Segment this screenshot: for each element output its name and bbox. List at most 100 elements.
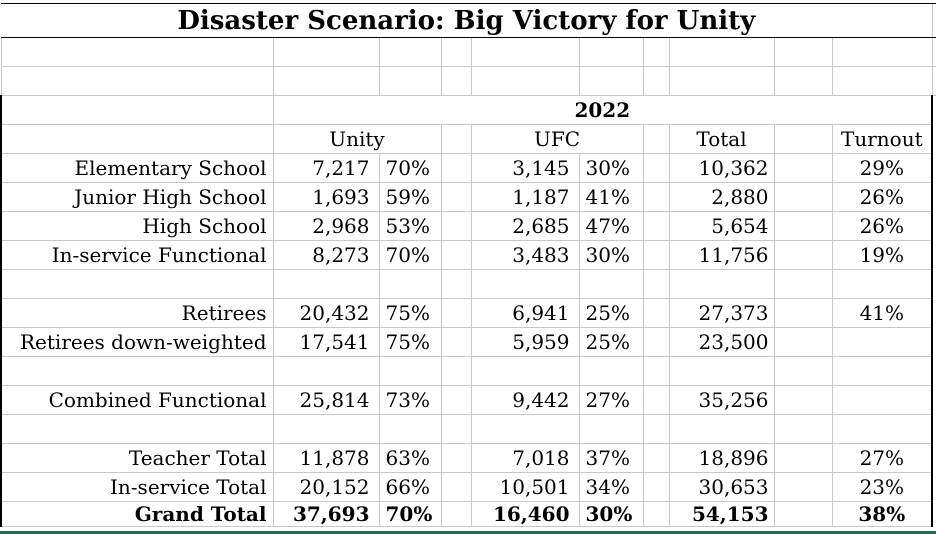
empty-cell[interactable] bbox=[831, 66, 933, 96]
spacer-cell[interactable] bbox=[773, 182, 833, 212]
spacer-cell[interactable] bbox=[773, 124, 833, 154]
unity-count-cell[interactable]: 11,878 bbox=[272, 443, 380, 473]
empty-cell[interactable] bbox=[773, 37, 833, 67]
spacer-cell[interactable] bbox=[440, 182, 472, 212]
empty-cell[interactable] bbox=[0, 124, 274, 154]
row-label-cell[interactable]: In-service Total bbox=[0, 472, 274, 502]
spacer-cell[interactable] bbox=[642, 385, 670, 415]
empty-cell[interactable] bbox=[470, 37, 580, 67]
spacer-cell[interactable] bbox=[773, 327, 833, 357]
total-cell[interactable]: 35,256 bbox=[668, 385, 775, 415]
total-cell[interactable]: 5,654 bbox=[668, 211, 775, 241]
total-cell[interactable]: 27,373 bbox=[668, 298, 775, 328]
ufc-column-header[interactable]: UFC bbox=[470, 124, 644, 154]
spacer-cell[interactable] bbox=[642, 153, 670, 183]
spacer-cell[interactable] bbox=[642, 269, 670, 299]
empty-cell[interactable] bbox=[668, 37, 775, 67]
spacer-cell[interactable] bbox=[440, 472, 472, 502]
spacer-cell[interactable] bbox=[440, 327, 472, 357]
spacer-cell[interactable] bbox=[773, 414, 833, 444]
empty-cell[interactable] bbox=[272, 37, 380, 67]
spacer-cell[interactable] bbox=[642, 443, 670, 473]
empty-cell[interactable] bbox=[378, 37, 442, 67]
empty-cell[interactable] bbox=[440, 37, 472, 67]
ufc-pct-cell[interactable]: 30% bbox=[578, 501, 644, 527]
spacer-cell[interactable] bbox=[773, 443, 833, 473]
turnout-cell[interactable]: 38% bbox=[831, 501, 934, 527]
total-cell[interactable]: 2,880 bbox=[668, 182, 775, 212]
total-cell[interactable]: 54,153 bbox=[668, 501, 775, 527]
spacer-cell[interactable] bbox=[773, 356, 833, 386]
unity-pct-cell[interactable]: 59% bbox=[378, 182, 442, 212]
page-title[interactable]: Disaster Scenario: Big Victory for Unity bbox=[1, 3, 933, 38]
spacer-cell[interactable] bbox=[642, 240, 670, 270]
unity-count-cell[interactable] bbox=[272, 356, 380, 386]
ufc-count-cell[interactable]: 10,501 bbox=[470, 472, 580, 502]
spacer-cell[interactable] bbox=[440, 124, 472, 154]
ufc-pct-cell[interactable]: 37% bbox=[578, 443, 644, 473]
spacer-cell[interactable] bbox=[440, 240, 472, 270]
turnout-cell[interactable] bbox=[831, 356, 934, 386]
unity-pct-cell[interactable]: 70% bbox=[378, 501, 442, 527]
spacer-cell[interactable] bbox=[642, 182, 670, 212]
spacer-cell[interactable] bbox=[440, 501, 472, 527]
total-cell[interactable] bbox=[668, 356, 775, 386]
ufc-count-cell[interactable]: 7,018 bbox=[470, 443, 580, 473]
ufc-pct-cell[interactable]: 25% bbox=[578, 298, 644, 328]
ufc-count-cell[interactable] bbox=[470, 356, 580, 386]
unity-pct-cell[interactable]: 66% bbox=[378, 472, 442, 502]
unity-count-cell[interactable]: 7,217 bbox=[272, 153, 380, 183]
total-cell[interactable] bbox=[668, 414, 775, 444]
row-label-cell[interactable] bbox=[0, 414, 274, 444]
ufc-count-cell[interactable] bbox=[470, 414, 580, 444]
ufc-count-cell[interactable]: 9,442 bbox=[470, 385, 580, 415]
total-cell[interactable] bbox=[668, 269, 775, 299]
row-label-cell[interactable]: Teacher Total bbox=[0, 443, 274, 473]
empty-cell[interactable] bbox=[0, 66, 274, 96]
ufc-count-cell[interactable]: 6,941 bbox=[470, 298, 580, 328]
unity-count-cell[interactable]: 20,152 bbox=[272, 472, 380, 502]
total-cell[interactable]: 11,756 bbox=[668, 240, 775, 270]
spacer-cell[interactable] bbox=[773, 211, 833, 241]
total-cell[interactable]: 30,653 bbox=[668, 472, 775, 502]
ufc-count-cell[interactable]: 3,483 bbox=[470, 240, 580, 270]
row-label-cell[interactable]: Retirees bbox=[0, 298, 274, 328]
empty-cell[interactable] bbox=[773, 66, 833, 96]
spacer-cell[interactable] bbox=[440, 298, 472, 328]
unity-pct-cell[interactable]: 73% bbox=[378, 385, 442, 415]
ufc-pct-cell[interactable] bbox=[578, 356, 644, 386]
spacer-cell[interactable] bbox=[773, 385, 833, 415]
ufc-pct-cell[interactable]: 30% bbox=[578, 153, 644, 183]
ufc-pct-cell[interactable]: 30% bbox=[578, 240, 644, 270]
unity-count-cell[interactable]: 20,432 bbox=[272, 298, 380, 328]
spacer-cell[interactable] bbox=[440, 153, 472, 183]
ufc-count-cell[interactable] bbox=[470, 269, 580, 299]
spacer-cell[interactable] bbox=[642, 124, 670, 154]
unity-pct-cell[interactable]: 53% bbox=[378, 211, 442, 241]
row-label-cell[interactable]: In-service Functional bbox=[0, 240, 274, 270]
empty-cell[interactable] bbox=[642, 66, 670, 96]
spacer-cell[interactable] bbox=[773, 472, 833, 502]
empty-cell[interactable] bbox=[931, 37, 936, 67]
empty-cell[interactable] bbox=[578, 66, 644, 96]
total-cell[interactable]: 23,500 bbox=[668, 327, 775, 357]
row-label-cell[interactable] bbox=[0, 269, 274, 299]
spacer-cell[interactable] bbox=[440, 385, 472, 415]
row-label-cell[interactable] bbox=[0, 356, 274, 386]
spacer-cell[interactable] bbox=[440, 211, 472, 241]
empty-cell[interactable] bbox=[668, 66, 775, 96]
unity-count-cell[interactable] bbox=[272, 414, 380, 444]
ufc-pct-cell[interactable] bbox=[578, 414, 644, 444]
unity-pct-cell[interactable]: 75% bbox=[378, 327, 442, 357]
spacer-cell[interactable] bbox=[773, 501, 833, 527]
turnout-cell[interactable]: 23% bbox=[831, 472, 934, 502]
empty-cell[interactable] bbox=[440, 66, 472, 96]
empty-cell[interactable] bbox=[0, 95, 274, 125]
total-cell[interactable]: 18,896 bbox=[668, 443, 775, 473]
empty-cell[interactable] bbox=[642, 37, 670, 67]
turnout-cell[interactable]: 19% bbox=[831, 240, 934, 270]
row-label-cell[interactable]: Combined Functional bbox=[0, 385, 274, 415]
ufc-count-cell[interactable]: 1,187 bbox=[470, 182, 580, 212]
turnout-cell[interactable] bbox=[831, 327, 934, 357]
total-cell[interactable]: 10,362 bbox=[668, 153, 775, 183]
